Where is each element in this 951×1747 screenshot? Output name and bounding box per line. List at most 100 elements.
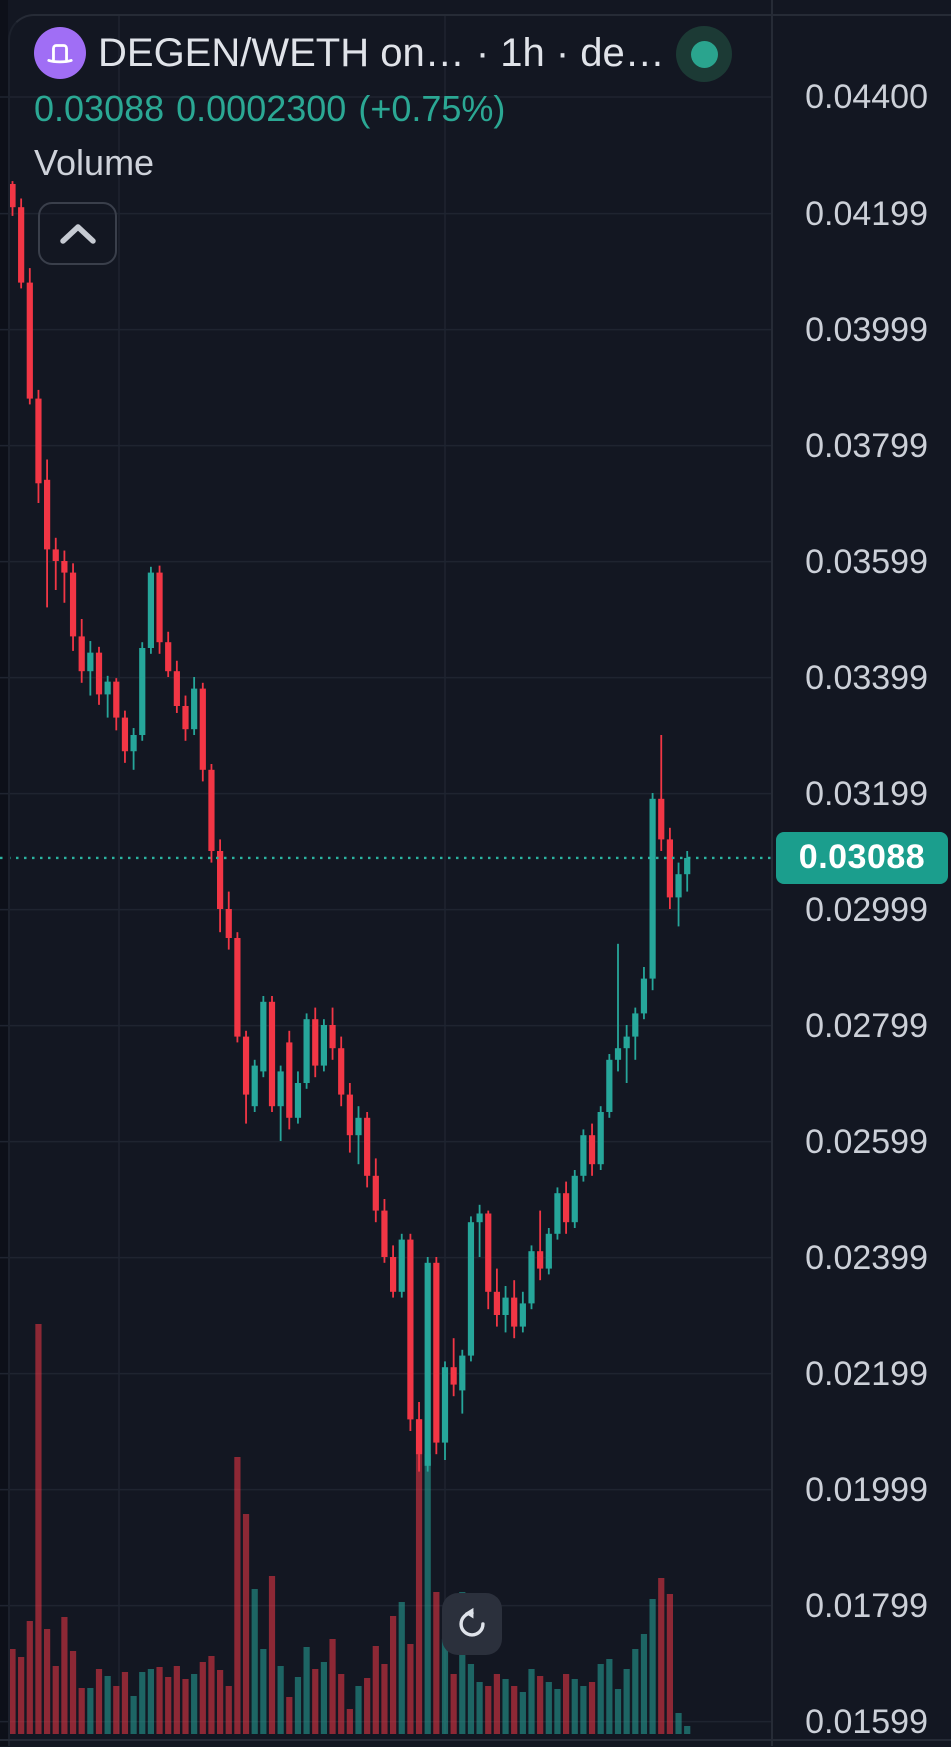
volume-bar: [130, 1696, 137, 1734]
volume-bar: [191, 1674, 198, 1734]
candle-body: [640, 978, 648, 1014]
candle-body: [588, 1135, 596, 1165]
last-price: 0.03088: [34, 88, 165, 129]
candle-wick: [617, 943, 619, 1072]
candle-body: [441, 1367, 449, 1443]
market-status-icon[interactable]: [676, 26, 732, 82]
candle-body: [407, 1239, 414, 1420]
current-price-badge: 0.03088: [776, 831, 948, 884]
volume-bar: [554, 1689, 561, 1734]
time-axis-border: [0, 1739, 951, 1741]
volume-bar: [502, 1679, 509, 1734]
candle-wick: [106, 675, 109, 718]
volume-bar: [372, 1646, 379, 1734]
volume-bar: [493, 1674, 500, 1734]
candle-body: [502, 1297, 509, 1315]
candle-body: [476, 1213, 483, 1223]
candle-body: [78, 636, 85, 672]
volume-bar: [580, 1686, 587, 1734]
volume-bar: [390, 1616, 397, 1734]
reset-chart-button[interactable]: [442, 1593, 502, 1655]
candle-body: [649, 798, 656, 979]
volume-bar: [286, 1697, 293, 1734]
price-axis-label: 0.02599: [805, 1122, 928, 1161]
candle-wick: [625, 1025, 628, 1083]
volume-bar: [156, 1667, 163, 1734]
price-axis-label: 0.01599: [805, 1702, 928, 1741]
volume-bar: [147, 1669, 154, 1734]
volume-bar: [320, 1662, 327, 1734]
volume-bar: [433, 1592, 440, 1734]
volume-bar: [78, 1688, 85, 1734]
volume-bar: [658, 1578, 665, 1734]
candle-body: [61, 561, 68, 573]
volume-bar: [649, 1599, 656, 1734]
candle-body: [156, 572, 163, 643]
volume-bar: [571, 1679, 578, 1734]
candle-body: [277, 1071, 284, 1107]
volume-bar: [381, 1664, 388, 1734]
volume-bar: [113, 1686, 120, 1734]
price-axis-label: 0.03399: [805, 658, 928, 697]
candle-body: [614, 1048, 622, 1060]
candle-body: [459, 1355, 466, 1391]
candle-body: [208, 769, 215, 851]
candle-body: [632, 1013, 639, 1037]
volume-bar: [173, 1666, 180, 1734]
candle-body: [87, 652, 94, 672]
candle-body: [139, 648, 146, 735]
volume-bar: [398, 1602, 405, 1734]
top-hat-icon: [47, 44, 73, 64]
volume-bar: [294, 1677, 302, 1734]
candle-body: [199, 688, 206, 770]
price-axis-label: 0.03999: [805, 310, 928, 349]
candle-body: [286, 1042, 293, 1118]
candle-body: [390, 1257, 397, 1292]
candle-wick: [660, 735, 663, 851]
candle-body: [364, 1117, 371, 1176]
volume-bar: [208, 1656, 215, 1734]
candle-body: [147, 572, 154, 648]
symbol-title[interactable]: DEGEN/WETH on… · 1h · de…: [98, 31, 665, 75]
volume-bar: [35, 1324, 42, 1734]
volume-bar: [182, 1679, 189, 1734]
candle-body: [381, 1210, 388, 1257]
collapse-pane-button[interactable]: [38, 202, 117, 265]
volume-bar: [441, 1639, 449, 1734]
volume-bar: [312, 1669, 319, 1734]
candle-body: [684, 857, 691, 875]
candle-body: [294, 1083, 302, 1118]
candle-body: [485, 1213, 492, 1292]
volume-pane-label: Volume: [34, 142, 155, 183]
volume-bar: [260, 1649, 267, 1734]
volume-bar: [95, 1669, 103, 1734]
candle-body: [450, 1367, 457, 1385]
price-axis-label: 0.03599: [805, 542, 928, 581]
volume-bar: [338, 1674, 345, 1734]
candle-body: [9, 184, 16, 208]
candle-body: [26, 282, 33, 399]
price-axis-label: 0.02799: [805, 1006, 928, 1045]
volume-bar: [623, 1669, 630, 1734]
candle-body: [545, 1233, 552, 1269]
volume-bar: [242, 1514, 250, 1734]
volume-bar: [234, 1457, 241, 1734]
volume-bar: [675, 1713, 682, 1734]
candle-body: [69, 572, 77, 637]
volume-bar: [459, 1592, 466, 1734]
candle-body: [44, 479, 51, 550]
volume-bar: [61, 1617, 68, 1734]
price-axis-label: 0.02999: [805, 890, 928, 929]
candle-body: [571, 1175, 578, 1223]
candle-body: [268, 1001, 276, 1107]
candle-body: [242, 1036, 250, 1095]
candle-body: [658, 798, 665, 840]
volume-bar: [69, 1651, 77, 1734]
candle-body: [225, 909, 232, 938]
candle-body: [372, 1175, 379, 1211]
candle-body: [329, 1025, 336, 1049]
price-readout: 0.03088 0.0002300 (+0.75%): [34, 88, 517, 130]
price-axis-label: 0.03199: [805, 774, 928, 813]
candle-body: [312, 1019, 319, 1066]
